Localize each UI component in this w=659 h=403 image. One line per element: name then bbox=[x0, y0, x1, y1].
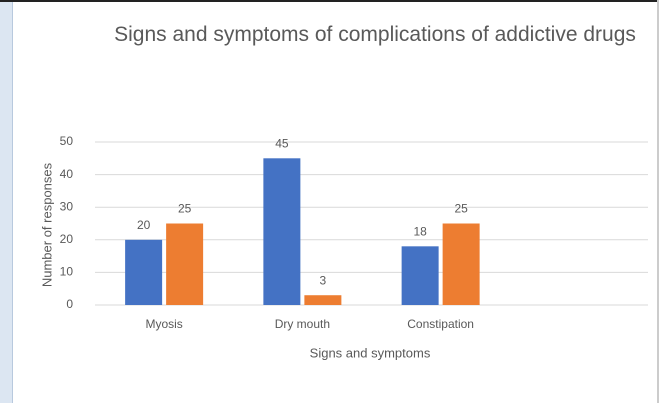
x-tick-label: Myosis bbox=[145, 317, 182, 331]
data-label: 25 bbox=[178, 202, 192, 216]
top-border bbox=[0, 0, 659, 2]
y-tick-label: 0 bbox=[66, 297, 73, 311]
data-label: 25 bbox=[454, 202, 468, 216]
x-axis-title: Signs and symptoms bbox=[310, 345, 431, 360]
bar bbox=[304, 295, 342, 305]
y-axis-title: Number of responses bbox=[39, 162, 54, 287]
data-label: 18 bbox=[413, 224, 427, 238]
data-label: 45 bbox=[275, 136, 289, 150]
bar bbox=[401, 246, 439, 305]
x-tick-label: Constipation bbox=[407, 317, 474, 331]
y-tick-label: 50 bbox=[60, 134, 74, 148]
bar bbox=[442, 223, 480, 305]
y-tick-label: 10 bbox=[60, 265, 74, 279]
side-strip bbox=[0, 0, 13, 403]
chart-title: Signs and symptoms of complications of a… bbox=[114, 23, 636, 46]
bar bbox=[125, 239, 163, 305]
x-tick-label: Dry mouth bbox=[275, 317, 330, 331]
data-label: 20 bbox=[137, 218, 151, 232]
right-border bbox=[657, 0, 659, 403]
y-tick-label: 40 bbox=[60, 167, 74, 181]
y-tick-label: 20 bbox=[60, 232, 74, 246]
y-tick-label: 30 bbox=[60, 199, 74, 213]
data-label: 3 bbox=[320, 273, 327, 287]
bar bbox=[263, 158, 301, 305]
bar bbox=[166, 223, 204, 305]
